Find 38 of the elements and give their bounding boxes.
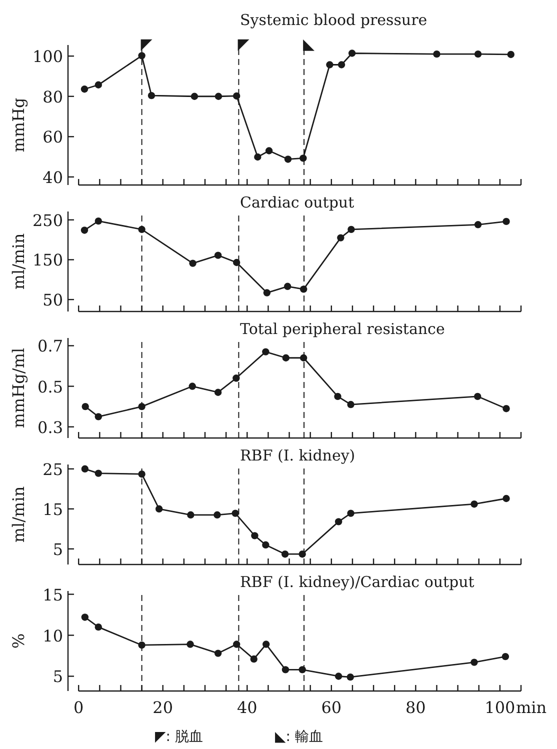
x-axis-title: min bbox=[516, 698, 547, 717]
x-tick-label: 40 bbox=[236, 698, 258, 717]
chart-title: RBF (I. kidney) bbox=[240, 446, 356, 464]
y-axis-title: ml/min bbox=[9, 486, 28, 543]
y-tick-label: 40 bbox=[42, 168, 63, 187]
chart-title: Systemic blood pressure bbox=[240, 11, 428, 29]
y-axis-title: ml/min bbox=[9, 233, 28, 290]
y-tick-label: 60 bbox=[42, 128, 63, 147]
y-axis-title: mmHg/ml bbox=[9, 348, 28, 428]
text: ◤: 脱血 bbox=[155, 729, 203, 745]
ref-line-label: ◤ bbox=[238, 35, 250, 53]
x-tick-label: 100 bbox=[484, 698, 516, 717]
y-tick-label: 25 bbox=[42, 460, 63, 479]
text: ◣: 輸血 bbox=[275, 729, 323, 745]
chart-title: Total peripheral resistance bbox=[240, 320, 445, 338]
y-axis-title: % bbox=[9, 633, 28, 649]
x-tick-label: 80 bbox=[405, 698, 426, 717]
x-tick-label: 20 bbox=[152, 698, 174, 717]
y-tick-label: 0.5 bbox=[38, 377, 63, 396]
y-tick-label: 0.3 bbox=[38, 418, 63, 437]
y-tick-label: 5 bbox=[52, 667, 63, 686]
chart-title: RBF (I. kidney)/Cardiac output bbox=[240, 573, 474, 591]
y-tick-label: 50 bbox=[42, 290, 63, 310]
y-tick-label: 80 bbox=[42, 87, 63, 106]
y-axis-title: mmHg bbox=[9, 98, 28, 152]
y-tick-label: 15 bbox=[42, 585, 63, 604]
ref-line-label: ◣ bbox=[303, 35, 316, 53]
y-tick-label: 5 bbox=[52, 540, 63, 559]
y-tick-label: 150 bbox=[32, 250, 63, 270]
y-tick-label: 10 bbox=[42, 626, 63, 646]
y-tick-label: 0.7 bbox=[38, 336, 63, 356]
ref-line-label: ◤ bbox=[140, 35, 153, 53]
chart-title: Cardiac output bbox=[240, 194, 354, 212]
x-tick-label: 0 bbox=[74, 698, 84, 717]
y-tick-label: 15 bbox=[42, 500, 63, 519]
y-tick-label: 100 bbox=[32, 47, 63, 66]
y-tick-label: 250 bbox=[32, 210, 63, 230]
x-tick-label: 60 bbox=[321, 698, 342, 717]
